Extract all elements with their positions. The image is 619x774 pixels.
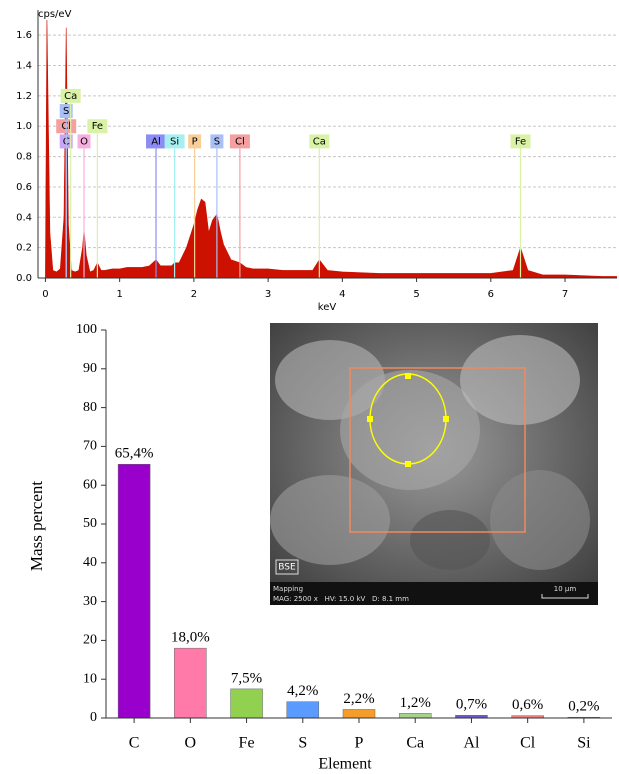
x-tick-label: O [185,735,197,752]
x-tick-label: 3 [265,289,271,300]
y-tick-label: 50 [83,516,97,531]
x-tick-label: 1 [116,289,122,300]
handle [367,416,373,422]
y-tick-label: 0.4 [16,212,32,223]
bar [231,689,263,718]
handle [405,373,411,379]
value-label: 4,2% [287,683,318,699]
x-tick-label: Al [463,735,480,752]
handle [443,416,449,422]
value-label: 18,0% [171,630,210,646]
x-tick-label: C [129,735,140,752]
x-tick-label: Si [577,735,591,752]
value-label: 2,2% [343,691,374,707]
peak-label: P [192,136,198,147]
value-label: 7,5% [231,670,262,686]
y-tick-label: 1.4 [16,61,32,72]
y-tick-label: 40 [83,555,97,570]
y-tick-label: 100 [76,322,97,337]
particle [490,470,590,570]
y-tick-label: 0.8 [16,152,32,163]
x-tick-label: 2 [191,289,197,300]
bar [287,702,319,718]
bar [118,464,150,718]
y-tick-label: 30 [83,594,97,609]
bar [343,709,375,718]
value-label: 0,2% [568,699,599,715]
x-tick-label: Ca [406,735,424,752]
handle [405,461,411,467]
y-tick-label: 1.0 [16,121,32,132]
x-tick-label: 0 [42,289,48,300]
y-tick-label: 1.6 [16,30,32,41]
x-tick-label: S [298,735,307,752]
y-tick-label: 80 [83,400,97,415]
particle [270,475,390,565]
value-label: 0,7% [456,697,487,713]
y-tick-label: 10 [83,671,97,686]
bar [399,713,431,718]
peak-label: Fe [92,121,103,132]
x-axis-label: Element [318,756,372,773]
page: cps/eV keV Mass percent Element 0.0 0.2 0.… [0,0,619,774]
peak-label: Al [151,136,161,147]
x-tick-label: 6 [488,289,494,300]
peak-label: Si [170,136,179,147]
peak-label: Ca [313,136,326,147]
peak-label: Cl [235,136,245,147]
y-tick-label: 0.6 [16,182,32,193]
x-tick-label: 7 [562,289,568,300]
y-tick-label: 20 [83,633,97,648]
x-tick-label: Cl [520,735,536,752]
particle [340,370,480,490]
peak-label: Ca [64,91,77,102]
y-axis-label: cps/eV [38,9,72,20]
particle [460,335,580,425]
value-label: 65,4% [115,446,154,462]
y-tick-label: 70 [83,439,97,454]
peak-label: S [214,136,220,147]
figure: cps/eV keV Mass percent Element 0.0 0.2 0.… [0,0,619,774]
y-tick-label: 1.2 [16,91,32,102]
x-axis-label: keV [318,302,337,313]
x-tick-label: 4 [339,289,345,300]
value-label: 1,2% [400,695,431,711]
y-tick-label: 60 [83,477,97,492]
bar [174,648,206,718]
x-tick-label: 5 [413,289,419,300]
detector-label: BSE [278,563,296,573]
peak-label: S [63,106,69,117]
y-tick-label: 0 [90,710,97,725]
spectrum [45,17,617,278]
y-tick-label: 0.2 [16,243,32,254]
sem-image: BSE Mapping MAG: 2500 x HV: 15.0 kV D: 8… [270,323,598,605]
x-tick-label: Fe [239,735,255,752]
mode-label: Mapping [273,585,303,593]
peak-label: Fe [515,136,526,147]
info-label: MAG: 2500 x HV: 15.0 kV D: 8.1 mm [273,595,409,603]
scale-bar-label: 10 µm [554,585,577,593]
y-tick-label: 0.0 [16,273,32,284]
particle [410,510,490,570]
x-tick-label: P [355,735,364,752]
y-tick-label: 90 [83,361,97,376]
y-axis-label: Mass percent [27,481,46,571]
value-label: 0,6% [512,697,543,713]
peak-label: O [80,136,88,147]
